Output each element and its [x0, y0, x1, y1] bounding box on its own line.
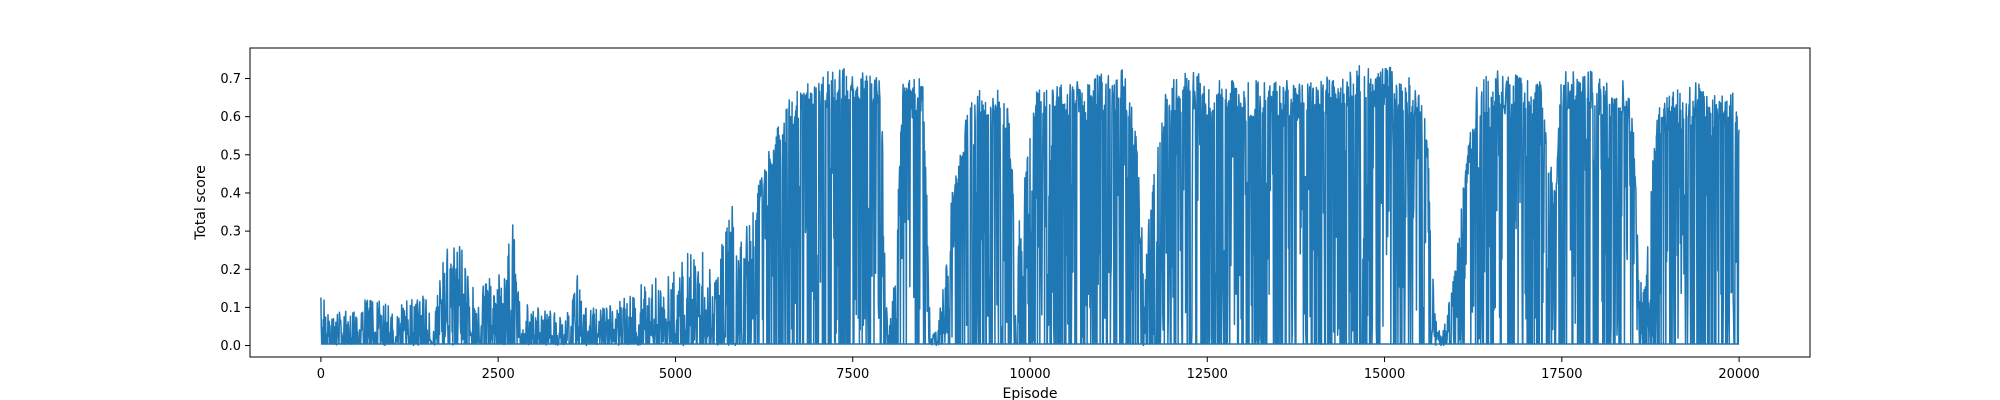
y-tick-label: 0.3: [220, 225, 241, 240]
x-tick-label: 10000: [1009, 367, 1050, 382]
x-tick-label: 15000: [1364, 367, 1405, 382]
x-tick-label: 5000: [659, 367, 692, 382]
y-tick-label: 0.7: [220, 72, 241, 87]
y-tick-label: 0.0: [220, 339, 241, 354]
x-axis-label: Episode: [1003, 386, 1058, 400]
x-tick-label: 2500: [482, 367, 515, 382]
y-axis-label: Total score: [193, 165, 209, 241]
x-tick-label: 0: [317, 367, 325, 382]
plot-area: [320, 65, 1740, 347]
x-tick-label: 20000: [1718, 367, 1759, 382]
y-tick-label: 0.6: [220, 110, 241, 125]
y-axis: 0.0 0.1 0.2 0.3 0.4 0.5 0.6 0.7: [220, 72, 250, 354]
x-axis: 0 2500 5000 7500 10000 12500 15000 17500 20000: [317, 357, 1760, 382]
x-tick-label: 17500: [1541, 367, 1582, 382]
x-tick-label: 7500: [836, 367, 869, 382]
y-tick-label: 0.1: [220, 301, 241, 316]
y-tick-label: 0.5: [220, 148, 241, 163]
x-tick-label: 12500: [1187, 367, 1228, 382]
series-line-0: [320, 65, 1740, 347]
y-tick-label: 0.2: [220, 263, 241, 278]
y-tick-label: 0.4: [220, 186, 241, 201]
